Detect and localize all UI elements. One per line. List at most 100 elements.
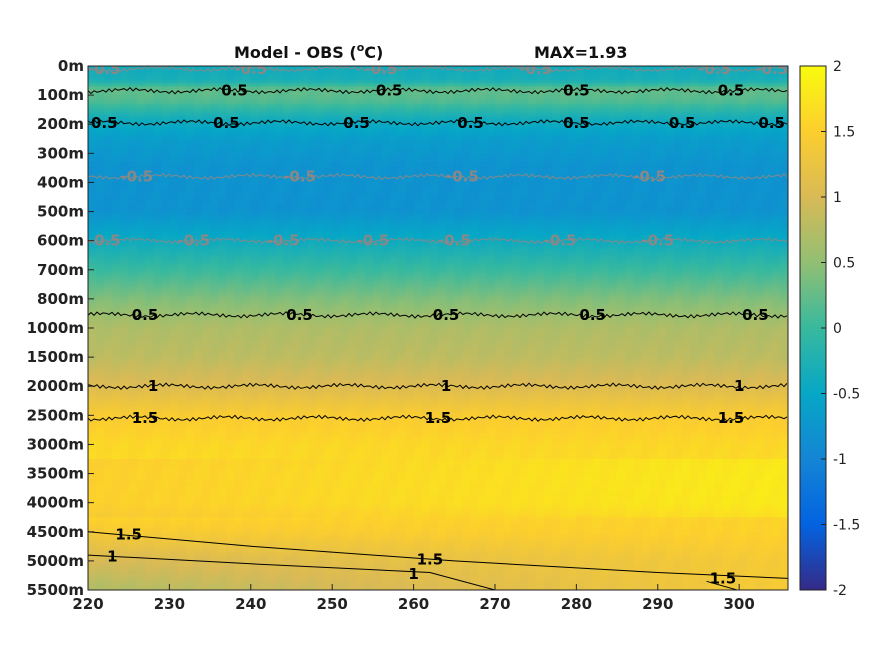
heatmap-cell	[185, 170, 195, 175]
heatmap-cell	[625, 138, 634, 143]
heatmap-cell	[136, 185, 146, 189]
heatmap-cell	[210, 153, 219, 157]
heatmap-cell	[153, 100, 162, 105]
heatmap-cell	[185, 127, 195, 131]
heatmap-cell	[144, 234, 154, 239]
heatmap-cell	[389, 164, 398, 169]
heatmap-cell	[136, 141, 146, 146]
heatmap-cell	[112, 231, 122, 236]
heatmap-cell	[600, 162, 610, 166]
heatmap-cell	[250, 74, 260, 79]
heatmap-cell	[771, 144, 781, 149]
heatmap-cell	[389, 179, 398, 184]
heatmap-cell	[633, 176, 643, 181]
heatmap-cell	[218, 103, 227, 108]
heatmap-cell	[722, 153, 732, 157]
heatmap-cell	[608, 202, 618, 207]
heatmap-cell	[486, 208, 496, 213]
heatmap-cell	[120, 147, 130, 152]
heatmap-cell	[389, 202, 398, 207]
heatmap-cell	[674, 77, 683, 82]
heatmap-cell	[438, 176, 447, 181]
heatmap-cell	[698, 211, 708, 216]
heatmap-cell	[185, 83, 195, 87]
heatmap-cell	[747, 185, 757, 189]
heatmap-cell	[307, 162, 317, 166]
heatmap-cell	[153, 179, 162, 184]
heatmap-cell	[438, 124, 447, 128]
heatmap-cell	[592, 176, 602, 181]
heatmap-cell	[690, 147, 700, 152]
heatmap-cell	[462, 135, 472, 140]
heatmap-cell	[299, 68, 309, 73]
heatmap-cell	[576, 208, 586, 213]
heatmap-cell	[307, 208, 317, 213]
heatmap-cell	[625, 103, 634, 108]
heatmap-cell	[714, 95, 724, 99]
heatmap-cell	[96, 199, 105, 204]
heatmap-cell	[250, 170, 260, 175]
heatmap-cell	[438, 223, 447, 227]
heatmap-cell	[364, 220, 374, 224]
heatmap-cell	[560, 182, 569, 186]
heatmap-cell	[144, 132, 154, 137]
heatmap-cell	[674, 121, 683, 125]
heatmap-cell	[307, 132, 317, 137]
heatmap-cell	[779, 141, 788, 146]
heatmap-cell	[747, 226, 757, 230]
heatmap-cell	[283, 199, 293, 204]
heatmap-cell	[584, 223, 594, 227]
heatmap-cell	[731, 173, 740, 178]
heatmap-cell	[739, 199, 748, 204]
heatmap-cell	[665, 77, 675, 82]
heatmap-cell	[543, 179, 553, 184]
heatmap-cell	[511, 153, 520, 157]
heatmap-cell	[169, 109, 179, 114]
heatmap-cell	[706, 127, 716, 131]
heatmap-cell	[185, 176, 195, 181]
heatmap-cell	[706, 138, 716, 143]
heatmap-cell	[543, 182, 553, 186]
heatmap-cell	[600, 118, 610, 122]
heatmap-cell	[201, 132, 211, 137]
heatmap-cell	[161, 77, 170, 82]
heatmap-cell	[462, 130, 472, 134]
heatmap-cell	[527, 68, 537, 73]
heatmap-cell	[438, 217, 447, 221]
heatmap-cell	[177, 89, 187, 93]
heatmap-cell	[405, 170, 415, 175]
heatmap-cell	[258, 127, 268, 131]
heatmap-cell	[706, 95, 716, 99]
heatmap-cell	[193, 74, 203, 79]
heatmap-cell	[706, 106, 716, 111]
heatmap-cell	[112, 130, 122, 134]
heatmap-cell	[633, 231, 643, 236]
heatmap-cell	[486, 231, 496, 236]
heatmap-cell	[535, 211, 545, 216]
heatmap-cell	[690, 74, 700, 79]
heatmap-cell	[315, 170, 325, 175]
heatmap-cell	[470, 115, 480, 119]
heatmap-cell	[96, 223, 105, 227]
heatmap-cell	[747, 159, 757, 163]
heatmap-cell	[454, 138, 464, 143]
heatmap-cell	[234, 214, 244, 218]
heatmap-cell	[169, 205, 179, 210]
heatmap-cell	[104, 194, 114, 198]
heatmap-cell	[706, 229, 716, 233]
heatmap-cell	[494, 156, 504, 160]
heatmap-cell	[169, 188, 179, 192]
heatmap-cell	[128, 66, 138, 70]
heatmap-cell	[446, 188, 455, 192]
heatmap-cell	[242, 80, 252, 85]
heatmap-cell	[617, 89, 626, 93]
heatmap-cell	[136, 205, 146, 210]
heatmap-cell	[242, 197, 252, 201]
heatmap-cell	[429, 226, 439, 230]
heatmap-cell	[633, 167, 643, 172]
heatmap-cell	[381, 202, 390, 207]
heatmap-cell	[201, 130, 211, 134]
heatmap-cell	[779, 153, 788, 157]
heatmap-cell	[625, 197, 634, 201]
heatmap-cell	[324, 115, 333, 119]
